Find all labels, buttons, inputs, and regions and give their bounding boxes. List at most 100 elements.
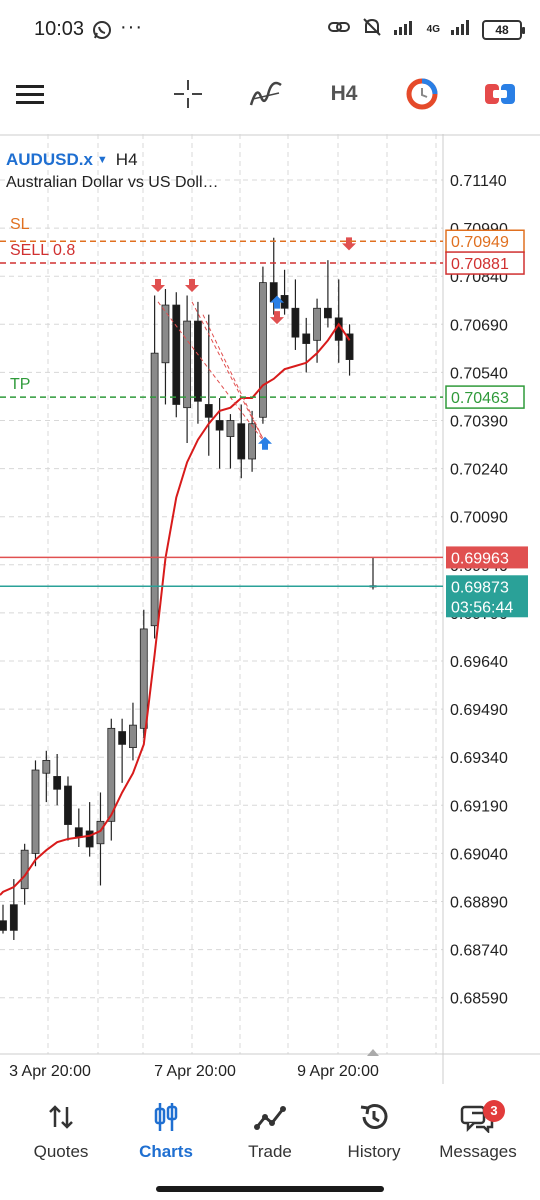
candle (9, 879, 18, 940)
candle (129, 702, 137, 761)
price-axis-label: 0.70540 (450, 365, 508, 382)
history-icon (321, 1098, 427, 1136)
crosshair-icon[interactable] (168, 74, 208, 114)
bar-countdown-text: 03:56:44 (451, 599, 513, 616)
whatsapp-icon (92, 20, 112, 45)
price-tag-box (445, 251, 525, 275)
price-axis-label: 0.71140 (450, 173, 507, 190)
candle-body (53, 776, 62, 790)
status-time: 10:03 (34, 18, 85, 40)
candle-body (204, 404, 213, 418)
candle-body (161, 304, 170, 364)
chevron-down-icon: ▼ (96, 154, 108, 166)
sell-arrow-icon (185, 279, 199, 293)
price-axis-label: 0.69190 (450, 798, 508, 815)
tab-label: Trade (248, 1142, 292, 1161)
menu-icon[interactable] (10, 74, 50, 114)
chart-timeframe: H4 (115, 150, 138, 169)
candle (31, 760, 40, 867)
candle (226, 414, 235, 469)
wifi-icon (450, 18, 472, 41)
price-axis-label: 0.69040 (450, 846, 508, 863)
price-axis-label: 0.70090 (450, 510, 508, 527)
price-tag-text: 0.70463 (451, 390, 509, 407)
quotes-icon (8, 1098, 114, 1136)
symbol-selector[interactable]: AUDUSD.x ▼ H4 (6, 150, 138, 170)
candle (74, 808, 83, 847)
timeframe-button[interactable]: H4 (330, 82, 358, 105)
price-grid: 0.711400.709900.708400.706900.705400.703… (0, 134, 508, 1054)
link-icon (327, 17, 351, 42)
buy-arrow-icon (270, 295, 284, 309)
bottom-navigation: Quotes Charts Trade History 3 Messages (0, 1090, 540, 1176)
price-tag-text: 0.70949 (451, 234, 509, 251)
candle (334, 279, 343, 363)
one-click-trading-icon[interactable] (402, 74, 442, 114)
price-axis-label: 0.69640 (450, 654, 508, 671)
sl-label: SL (10, 216, 30, 233)
messages-icon (425, 1098, 531, 1136)
candle-body (64, 785, 72, 825)
candle (139, 609, 148, 738)
status-overflow: ··· (120, 16, 143, 38)
trade-panel-icon[interactable] (480, 74, 520, 114)
candle-body (323, 307, 332, 319)
candle (248, 410, 256, 472)
candle (64, 776, 72, 841)
candle (345, 324, 354, 376)
home-indicator[interactable] (156, 1186, 384, 1192)
candle-body (237, 423, 246, 460)
tab-messages[interactable]: 3 Messages (425, 1098, 531, 1174)
trade-icon (217, 1098, 323, 1136)
price-tag-text: 0.69873 (451, 579, 509, 596)
tab-quotes[interactable]: Quotes (8, 1098, 114, 1174)
price-tag-box (446, 546, 528, 569)
candle-body (172, 304, 181, 405)
candle-body (248, 423, 256, 460)
candle-body (129, 724, 137, 748)
price-axis-label: 0.68740 (450, 943, 508, 960)
candle (183, 295, 192, 443)
candle-body (107, 727, 116, 822)
status-bar: 10:03 ··· 4G 48 (0, 0, 540, 60)
candle-body (215, 420, 224, 431)
candle (42, 750, 51, 803)
bid-price-tag: 0.69963 (446, 546, 528, 569)
price-axis-label: 0.69490 (450, 702, 508, 719)
deal-line (191, 301, 266, 444)
chart-canvas[interactable]: 0.711400.709900.708400.706900.705400.703… (0, 134, 540, 1084)
candle-body (20, 849, 29, 890)
price-axis-label: 0.70240 (450, 462, 508, 479)
candle-body (313, 307, 321, 341)
deal-line (157, 301, 266, 444)
candle-body (31, 769, 40, 854)
charts-icon (113, 1098, 219, 1136)
candle (204, 314, 213, 456)
price-chart[interactable]: 0.711400.709900.708400.706900.705400.703… (0, 134, 540, 1084)
chart-toolbar: H4 (0, 62, 540, 126)
candle-body (194, 320, 202, 402)
candle (291, 279, 300, 350)
deal-line (202, 314, 266, 444)
sell-arrow-icon (151, 279, 165, 293)
tab-label: History (347, 1142, 401, 1161)
candle (0, 904, 7, 934)
candle (118, 718, 127, 783)
time-axis-label: 3 Apr 20:00 (9, 1063, 91, 1080)
tab-label: Charts (139, 1142, 193, 1161)
price-tag-box (445, 385, 525, 409)
candle (53, 753, 62, 806)
symbol-description: Australian Dollar vs US Doll… (6, 174, 219, 191)
indicators-icon[interactable] (246, 74, 286, 114)
candle (215, 398, 224, 469)
candle-body (42, 760, 51, 774)
tab-trade[interactable]: Trade (217, 1098, 323, 1174)
candle-body (139, 628, 148, 729)
sell-arrow-icon (342, 237, 356, 251)
tab-history[interactable]: History (321, 1098, 427, 1174)
messages-badge: 3 (483, 1100, 505, 1122)
candle (259, 266, 267, 424)
trade-markers (151, 237, 356, 450)
candle-body (302, 333, 311, 344)
tab-charts[interactable]: Charts (113, 1098, 219, 1174)
